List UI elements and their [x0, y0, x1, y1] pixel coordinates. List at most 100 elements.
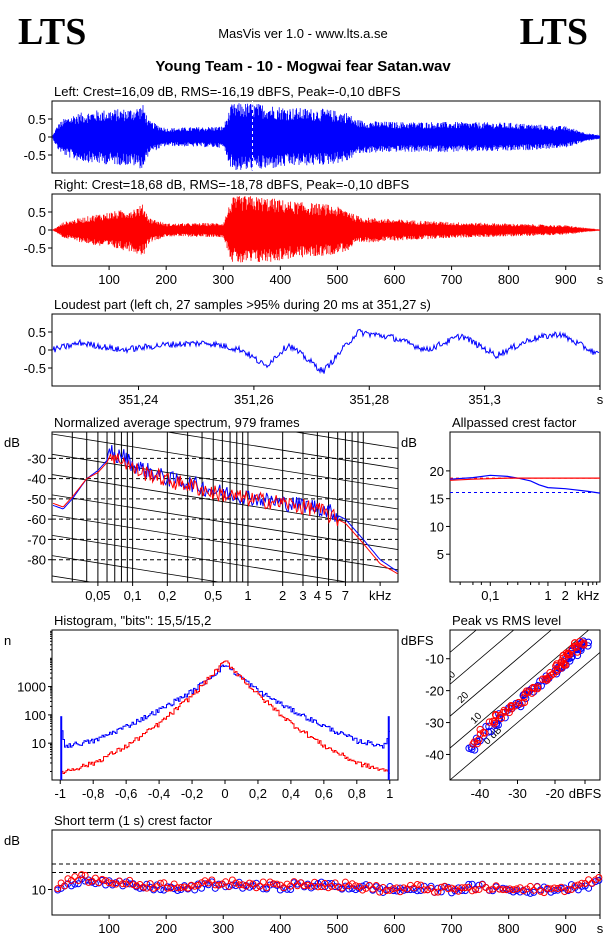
short-crest-left-point — [201, 880, 209, 888]
short-crest-right-point — [547, 885, 555, 893]
short-crest-right-point — [215, 881, 223, 889]
short-crest-right-point — [208, 876, 216, 884]
short-crest-right-point — [345, 882, 353, 890]
loudest-xtick-label: 351,28 — [349, 392, 389, 407]
right-wave-ytick-label: 0.5 — [28, 205, 46, 220]
allpassed-left-curve — [449, 474, 601, 494]
spectrum-title: Normalized average spectrum, 979 frames — [54, 415, 300, 430]
right-wave-title: Right: Crest=18,68 dB, RMS=-18,78 dBFS, … — [54, 177, 409, 192]
short-crest-ylabel: dB — [4, 833, 20, 848]
short-crest-right-point — [341, 878, 349, 886]
short-crest-right-point — [444, 885, 452, 893]
short-crest-right-point — [526, 882, 534, 890]
spectrum-xtick-label: 1 — [244, 588, 251, 603]
peak-rms-ytick-label: -20 — [425, 684, 444, 699]
spectrum-slope-line — [52, 312, 398, 367]
short-crest-right-point — [304, 881, 312, 889]
short-crest-right-point — [71, 873, 79, 881]
short-crest-right-point — [102, 877, 110, 885]
spectrum-slope-line — [52, 433, 398, 490]
peak-rms-right-point — [520, 698, 529, 707]
short-crest-right-point — [475, 885, 483, 893]
short-crest-right-point — [156, 879, 164, 887]
peak-rms-right-point — [524, 688, 533, 696]
peak-rms-right-point — [560, 661, 568, 669]
short-crest-right-point — [132, 882, 140, 890]
short-crest-right-point — [550, 884, 558, 892]
short-crest-right-point — [585, 876, 593, 884]
short-crest-left-point — [67, 882, 75, 890]
short-crest-right-point — [502, 886, 510, 894]
app-title: MasVis ver 1.0 - www.lts.a.se — [218, 26, 388, 41]
histogram-xtick-label: 0,6 — [315, 786, 333, 801]
short-crest-right-point — [119, 880, 127, 888]
loudest-xtick-label: 351,3 — [468, 392, 501, 407]
short-crest-right-point — [290, 878, 298, 886]
short-crest-right-point — [561, 888, 569, 896]
short-crest-right-point — [578, 879, 586, 887]
short-crest-right-point — [283, 880, 291, 888]
peak-rms-right-point — [469, 740, 477, 748]
short-crest-left-point — [102, 881, 110, 889]
short-crest-right-point — [232, 879, 240, 887]
short-crest-right-point — [472, 886, 480, 894]
short-crest-left-point — [331, 883, 339, 891]
short-crest-right-point — [383, 887, 391, 895]
short-crest-right-point — [468, 887, 476, 895]
short-crest-left-point — [406, 886, 414, 894]
peak-rms-title: Peak vs RMS level — [452, 613, 561, 628]
histogram-left-curve — [61, 664, 390, 749]
short-crest-left-point — [386, 883, 394, 891]
spectrum-xtick-label: 7 — [342, 588, 349, 603]
histogram-title: Histogram, "bits": 15,5/15,2 — [54, 613, 211, 628]
right-wave-xtick-label: 700 — [441, 272, 463, 287]
left-wave-ytick-label: 0.5 — [28, 112, 46, 127]
short-crest-right-point — [81, 871, 89, 879]
short-crest-right-point — [211, 881, 219, 889]
spectrum-slope-line — [52, 453, 398, 510]
short-crest-left-point — [448, 889, 456, 897]
short-crest-left-point — [550, 887, 558, 895]
allpassed-xtick-label: 1 — [544, 588, 551, 603]
peak-rms-crest-line — [450, 630, 590, 749]
peak-rms-right-point — [563, 650, 572, 659]
short-crest-right-point — [389, 885, 397, 893]
short-crest-right-point — [109, 879, 117, 887]
short-crest-left-point — [396, 884, 404, 892]
peak-rms-ytick-label: -30 — [425, 716, 444, 731]
peak-rms-xtick-label: -20 — [546, 786, 565, 801]
short-crest-title: Short term (1 s) crest factor — [54, 813, 213, 828]
short-crest-xtick-label: 400 — [269, 921, 291, 936]
peak-rms-right-point — [491, 710, 500, 719]
histogram-xtick-label: 1 — [386, 786, 393, 801]
short-crest-right-point — [252, 884, 260, 892]
short-crest-left-point — [126, 880, 134, 888]
short-crest-xtick-label: 200 — [155, 921, 177, 936]
peak-rms-xtick-label: -30 — [508, 786, 527, 801]
short-crest-right-point — [437, 883, 445, 891]
short-crest-right-point — [256, 882, 264, 890]
short-crest-right-point — [396, 888, 404, 896]
short-crest-right-point — [167, 884, 175, 892]
short-crest-right-point — [461, 884, 469, 892]
left-wave-signal — [52, 103, 600, 171]
short-crest-right-point — [595, 874, 603, 882]
short-crest-right-point — [246, 879, 254, 887]
right-wave-xtick-label: 400 — [269, 272, 291, 287]
histogram-ytick-label: 100 — [24, 708, 46, 723]
short-crest-right-point — [581, 880, 589, 888]
short-crest-right-point — [554, 885, 562, 893]
loudest-xtick-label: 351,24 — [119, 392, 159, 407]
short-crest-xtick-label: 300 — [212, 921, 234, 936]
peak-rms-ytick-label: -10 — [425, 652, 444, 667]
histogram-xtick-label: 0,4 — [282, 786, 300, 801]
peak-rms-right-point — [523, 687, 531, 695]
short-crest-right-point — [533, 883, 541, 891]
peak-rms-left-point — [484, 728, 492, 736]
peak-rms-right-point — [538, 675, 547, 683]
short-crest-left-point — [417, 886, 425, 894]
short-crest-right-point — [287, 882, 295, 890]
short-crest-right-point — [78, 871, 86, 879]
short-crest-right-point — [451, 885, 459, 893]
short-crest-left-point — [287, 885, 295, 893]
